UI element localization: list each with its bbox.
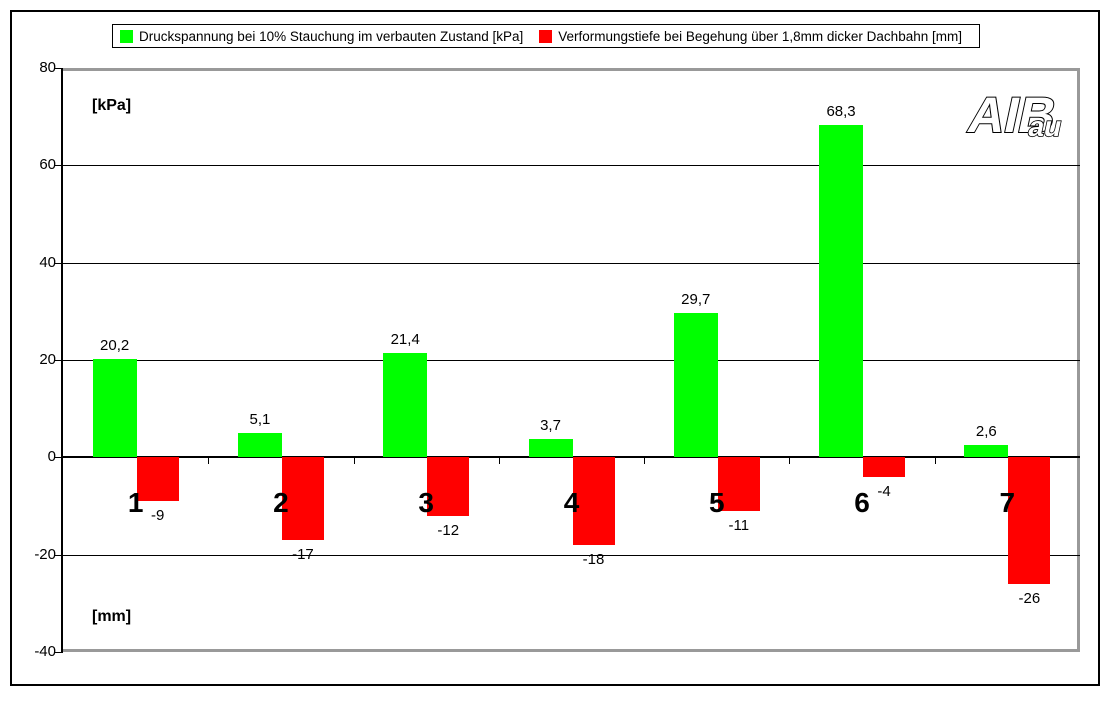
outer-frame [10,10,1100,686]
legend-label-verformungstiefe: Verformungstiefe bei Begehung über 1,8mm… [558,28,962,44]
aibau-logo-sub: au [1026,110,1065,142]
legend-swatch-green [120,29,133,43]
legend: Druckspannung bei 10% Stauchung im verba… [112,24,980,48]
y-axis-line [61,68,63,653]
y-axis-unit-bottom: [mm] [92,608,132,625]
legend-label-druckspannung: Druckspannung bei 10% Stauchung im verba… [139,28,524,44]
aibau-logo-letters: AIB au [962,86,1065,144]
y-axis-unit-top: [kPa] [92,97,132,114]
aibau-logo: AIB au [962,86,1065,144]
legend-swatch-red [539,29,553,43]
plot-area [63,68,1080,652]
aibau-logo-main: AIB [963,87,1061,143]
